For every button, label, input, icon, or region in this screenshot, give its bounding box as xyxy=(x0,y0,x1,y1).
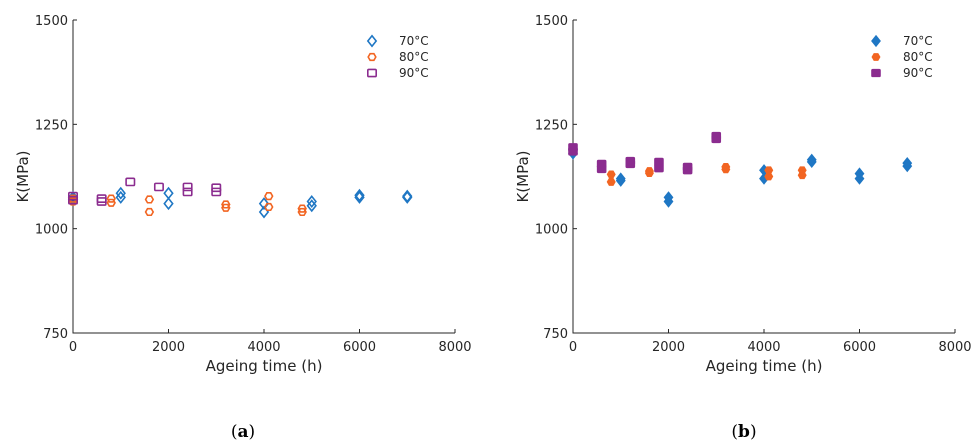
x-tick-label: 6000 xyxy=(343,340,376,355)
y-tick-label: 1250 xyxy=(535,118,568,133)
data-point xyxy=(402,189,413,203)
x-tick-label: 2000 xyxy=(152,340,185,355)
y-axis-label: K(MPa) xyxy=(514,150,532,202)
data-point xyxy=(163,197,174,211)
data-point xyxy=(721,163,731,171)
data-point xyxy=(106,194,116,203)
data-point xyxy=(264,202,274,212)
y-tick-label: 750 xyxy=(543,327,568,342)
data-point xyxy=(68,191,79,201)
data-point xyxy=(606,170,616,179)
data-point xyxy=(654,157,664,167)
data-point xyxy=(258,197,270,211)
data-point xyxy=(682,162,693,172)
data-point xyxy=(182,182,193,192)
chart-panel-a: 0 2000 4000 6000 8000 750 1000 1250 1500 Ageing t… xyxy=(14,14,472,442)
data-point xyxy=(797,166,807,175)
x-axis-label: Ageing time (h) xyxy=(206,357,323,375)
data-point xyxy=(615,172,626,185)
data-point xyxy=(221,200,231,209)
data-point xyxy=(297,207,307,217)
x-tick-label: 8000 xyxy=(938,340,971,355)
y-tick-label: 750 xyxy=(43,327,68,342)
data-point xyxy=(764,172,774,181)
data-point xyxy=(153,182,164,192)
y-tick-label: 1500 xyxy=(35,14,68,29)
data-point xyxy=(211,187,222,197)
legend-marker xyxy=(871,53,881,61)
legend-marker xyxy=(367,52,377,62)
series-2 xyxy=(68,177,222,206)
legend-label: 90°C xyxy=(903,66,933,80)
data-point xyxy=(625,156,636,166)
data-point xyxy=(596,159,607,169)
data-point xyxy=(854,167,865,180)
y-tick-label: 1000 xyxy=(35,223,68,238)
axis-lines xyxy=(72,20,455,334)
data-point xyxy=(264,192,274,201)
x-tick-label: 0 xyxy=(569,340,577,355)
data-point xyxy=(221,203,231,212)
data-point xyxy=(96,194,107,203)
y-tick-label: 1000 xyxy=(535,223,568,238)
y-tick-label: 1250 xyxy=(35,118,68,133)
panel-caption: (a) xyxy=(231,422,255,442)
data-point xyxy=(211,183,222,193)
legend: 70°C 80°C 90°C xyxy=(871,34,933,80)
data-point xyxy=(354,190,365,204)
legend: 70°C 80°C 90°C xyxy=(366,34,429,80)
data-point xyxy=(182,187,193,197)
legend-marker xyxy=(366,68,377,78)
legend-label: 70°C xyxy=(399,34,429,48)
data-point xyxy=(106,198,116,207)
series-0 xyxy=(568,143,913,208)
legend-marker xyxy=(871,68,881,78)
data-point xyxy=(663,191,674,204)
data-point xyxy=(354,188,365,202)
series-0 xyxy=(67,186,413,219)
data-point xyxy=(163,186,174,200)
chart-panel-b: 0 2000 4000 6000 8000 750 1000 1250 1500 Ageing t… xyxy=(514,14,972,442)
x-tick-label: 2000 xyxy=(652,340,685,355)
data-point xyxy=(144,195,155,204)
data-point xyxy=(711,131,722,141)
x-tick-label: 4000 xyxy=(247,340,280,355)
data-point xyxy=(306,195,317,209)
x-tick-label: 6000 xyxy=(843,340,876,355)
legend-label: 80°C xyxy=(903,50,933,64)
data-point xyxy=(806,153,817,166)
data-point xyxy=(125,177,136,187)
panel-caption: (b) xyxy=(731,422,756,442)
data-point xyxy=(115,186,126,200)
data-point xyxy=(568,143,578,152)
data-point xyxy=(144,207,155,217)
x-axis-label: Ageing time (h) xyxy=(706,357,823,375)
data-point xyxy=(644,167,654,175)
data-point xyxy=(606,178,616,186)
data-point xyxy=(68,195,79,205)
x-tick-label: 8000 xyxy=(438,340,471,355)
y-axis-label: K(MPa) xyxy=(14,150,32,202)
x-tick-label: 0 xyxy=(69,340,77,355)
legend-label: 70°C xyxy=(903,34,933,48)
legend-marker xyxy=(366,34,378,48)
data-point xyxy=(902,156,913,170)
legend-marker xyxy=(871,34,881,48)
data-point xyxy=(297,204,307,213)
y-tick-label: 1500 xyxy=(535,14,568,29)
legend-label: 80°C xyxy=(399,50,429,64)
data-point xyxy=(764,166,774,175)
legend-label: 90°C xyxy=(399,66,429,80)
x-tick-label: 4000 xyxy=(747,340,780,355)
series-2 xyxy=(568,131,722,175)
